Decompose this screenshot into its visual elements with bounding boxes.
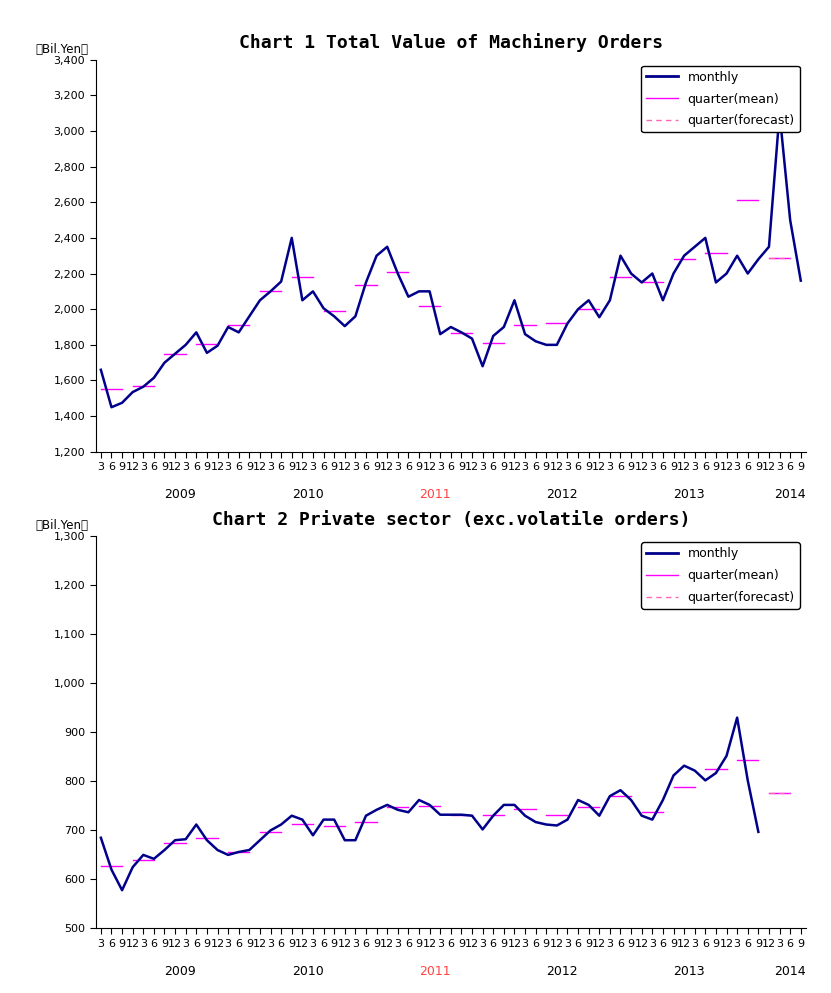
Title: Chart 2 Private sector (exc.volatile orders): Chart 2 Private sector (exc.volatile ord…: [212, 511, 690, 529]
Text: 2012: 2012: [546, 488, 578, 500]
Text: 2014: 2014: [774, 964, 806, 977]
Text: 2013: 2013: [674, 964, 706, 977]
Text: 2011: 2011: [419, 964, 450, 977]
Text: 2014: 2014: [774, 488, 806, 500]
Text: 2010: 2010: [292, 964, 323, 977]
Text: 2010: 2010: [292, 488, 323, 500]
Legend: monthly, quarter(mean), quarter(forecast): monthly, quarter(mean), quarter(forecast…: [642, 542, 799, 609]
Text: （Bil.Yen）: （Bil.Yen）: [35, 519, 88, 532]
Text: 2009: 2009: [165, 488, 196, 500]
Text: 2012: 2012: [546, 964, 578, 977]
Text: 2013: 2013: [674, 488, 706, 500]
Legend: monthly, quarter(mean), quarter(forecast): monthly, quarter(mean), quarter(forecast…: [642, 66, 799, 132]
Text: 2011: 2011: [419, 488, 450, 500]
Text: （Bil.Yen）: （Bil.Yen）: [35, 43, 88, 56]
Text: 2009: 2009: [165, 964, 196, 977]
Title: Chart 1 Total Value of Machinery Orders: Chart 1 Total Value of Machinery Orders: [238, 34, 663, 53]
